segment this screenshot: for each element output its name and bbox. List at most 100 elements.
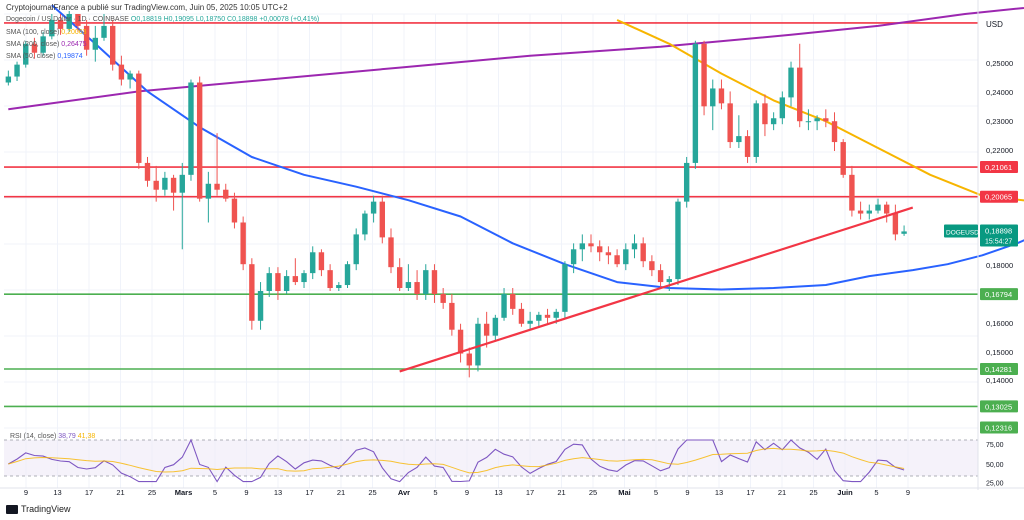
candle[interactable] (379, 201, 385, 238)
candle[interactable] (353, 234, 359, 265)
candle[interactable] (623, 249, 629, 265)
candle[interactable] (92, 37, 99, 50)
candle[interactable] (440, 293, 446, 303)
candle[interactable] (501, 293, 507, 318)
candle[interactable] (649, 261, 655, 271)
candle[interactable] (57, 19, 64, 29)
price-axis[interactable]: USD 0,25000 0,24000 0,23000 0,22000 0,18000 0,… (944, 0, 1018, 490)
candle[interactable] (518, 308, 525, 324)
candle[interactable] (892, 213, 899, 235)
price-tag[interactable] (980, 421, 1018, 434)
candle[interactable] (396, 267, 403, 289)
candle[interactable] (901, 231, 907, 234)
candle[interactable] (710, 88, 716, 107)
trendline[interactable] (399, 206, 914, 373)
candle[interactable] (162, 177, 168, 190)
candle[interactable] (527, 320, 533, 324)
last-price-tag[interactable] (980, 224, 1018, 247)
candle[interactable] (423, 270, 429, 294)
candle[interactable] (510, 293, 516, 309)
candle[interactable] (718, 88, 725, 104)
candle[interactable] (779, 97, 786, 119)
price-tag[interactable] (980, 161, 1018, 174)
candle[interactable] (875, 204, 881, 211)
candle[interactable] (327, 270, 333, 289)
candle[interactable] (266, 273, 272, 291)
rsi-legend[interactable]: RSI (14, close) 38,79 41,38 (10, 433, 95, 440)
candle[interactable] (101, 25, 107, 38)
candle[interactable] (831, 121, 838, 143)
candle[interactable] (762, 103, 768, 125)
candle[interactable] (544, 314, 551, 318)
candle[interactable] (492, 317, 499, 336)
candle[interactable] (414, 282, 420, 294)
candle[interactable] (14, 64, 20, 77)
candle[interactable] (770, 118, 777, 125)
candle[interactable] (657, 270, 664, 283)
candle[interactable] (40, 36, 46, 53)
candle[interactable] (344, 264, 351, 286)
candle[interactable] (570, 249, 577, 265)
candle[interactable] (301, 273, 307, 283)
candle[interactable] (849, 174, 855, 211)
candle[interactable] (5, 76, 12, 83)
candle[interactable] (136, 73, 142, 163)
candle[interactable] (797, 67, 803, 122)
candle[interactable] (883, 204, 890, 214)
sma50-legend[interactable]: SMA (50, close) 0,19874 (6, 53, 83, 60)
candle[interactable] (597, 246, 603, 253)
candle[interactable] (188, 82, 194, 175)
candle[interactable] (483, 323, 490, 336)
candle[interactable] (144, 162, 151, 181)
candle[interactable] (666, 279, 672, 283)
candles[interactable] (5, 11, 907, 378)
candle[interactable] (405, 282, 412, 289)
candle[interactable] (614, 255, 620, 265)
candle[interactable] (23, 43, 29, 65)
candle[interactable] (153, 180, 159, 190)
candle[interactable] (631, 243, 638, 250)
symbol-legend[interactable]: Dogecoin / US Dollar · 1D · COINBASE O0,… (6, 16, 319, 23)
candle[interactable] (736, 136, 742, 143)
candle[interactable] (49, 19, 55, 37)
candle[interactable] (814, 118, 820, 122)
candle[interactable] (457, 329, 464, 354)
price-tag[interactable] (980, 400, 1018, 413)
candle[interactable] (753, 103, 759, 157)
candle[interactable] (727, 103, 733, 143)
candle[interactable] (310, 252, 316, 274)
candle[interactable] (205, 183, 212, 199)
candle[interactable] (283, 276, 290, 291)
sma200-legend[interactable]: SMA (200, close) 0,26475 (6, 41, 87, 48)
candle[interactable] (31, 43, 38, 53)
candle[interactable] (588, 243, 594, 247)
candle[interactable] (788, 67, 794, 98)
candle[interactable] (275, 273, 281, 291)
candle[interactable] (579, 243, 586, 250)
candle[interactable] (744, 136, 751, 157)
candle[interactable] (362, 213, 368, 235)
time-axis[interactable]: 9 13 17 21 25 Mars 5 9 13 17 21 25 Avr 5 9 13 17 21 25 Mai 5… (0, 487, 1024, 497)
candle[interactable] (466, 353, 472, 366)
candle[interactable] (249, 264, 255, 321)
support-trendline[interactable] (399, 206, 914, 373)
candle[interactable] (536, 314, 542, 321)
candle[interactable] (75, 14, 81, 26)
candle[interactable] (231, 198, 238, 223)
candle[interactable] (475, 323, 481, 366)
candle[interactable] (701, 43, 707, 107)
candle[interactable] (692, 43, 699, 163)
candle[interactable] (857, 210, 864, 214)
horizontal-levels[interactable] (4, 22, 978, 408)
candle[interactable] (388, 237, 394, 268)
candle[interactable] (553, 311, 559, 318)
candle[interactable] (336, 285, 342, 289)
candle[interactable] (240, 222, 246, 265)
price-tag[interactable] (980, 190, 1018, 203)
candle[interactable] (179, 174, 185, 193)
candle[interactable] (66, 14, 72, 29)
candle[interactable] (127, 73, 133, 80)
candle[interactable] (431, 270, 438, 294)
footer-brand[interactable]: TradingView (6, 504, 71, 514)
candle[interactable] (370, 201, 377, 214)
